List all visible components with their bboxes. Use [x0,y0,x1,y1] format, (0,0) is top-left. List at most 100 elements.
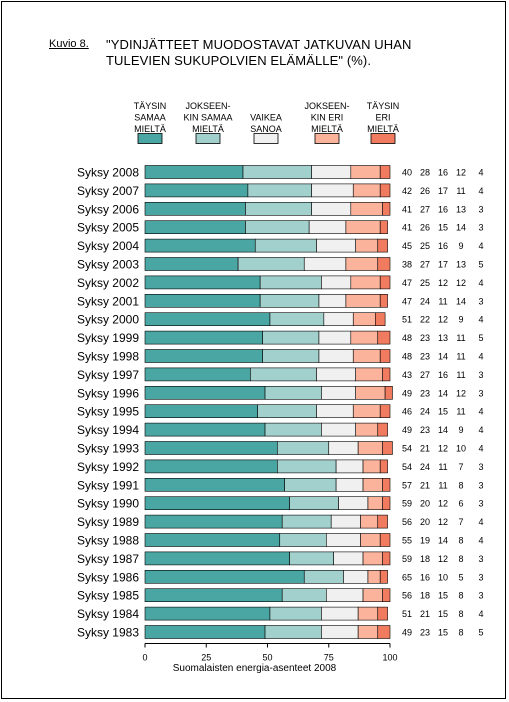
category-label: Syksy 1998 [77,350,139,364]
bar-segment [367,569,381,584]
category-label: Syksy 1996 [77,386,139,400]
bar-segment [318,349,354,363]
legend-label-line: MIELTÄ [192,124,224,134]
value-label: 3 [478,480,483,490]
bar-segment [345,257,379,271]
bar-segment [144,606,271,621]
value-label: 45 [402,241,412,251]
value-label: 16 [438,241,448,251]
value-label: 8 [458,554,463,564]
value-label: 12 [438,315,448,325]
source-note: Suomalaisten energia-asenteet 2008 [172,663,337,674]
bar-segment [311,183,354,198]
value-label: 10 [438,572,448,582]
value-label: 4 [478,168,483,178]
value-label: 18 [420,591,430,601]
value-label: 54 [402,444,412,454]
bar-segment [144,514,283,529]
value-label: 11 [456,352,465,362]
category-label: Syksy 1985 [77,589,139,603]
x-tick-label: 50 [262,653,272,663]
value-label: 11 [456,333,465,343]
bar-segment [321,606,359,621]
value-label: 15 [438,591,448,601]
legend-swatch [314,133,340,144]
value-label: 4 [478,407,483,417]
bar-segment [144,349,263,363]
bar-segment [335,477,364,492]
bar-row: Syksy 1990 59 20 12 6 3 [77,496,484,511]
value-label: 11 [456,407,465,417]
x-tick-label: 0 [142,653,147,663]
bar-segment [316,238,357,253]
bar-segment [321,275,352,290]
bar-row: Syksy 1993 54 21 12 10 4 [77,441,484,456]
value-label: 12 [438,554,448,564]
value-label: 5 [458,572,463,582]
value-label: 12 [438,444,448,454]
bar-segment [379,293,388,308]
value-label: 8 [458,480,463,490]
value-label: 13 [456,260,466,270]
value-label: 8 [458,609,463,619]
value-label: 22 [420,315,430,325]
value-label: 11 [456,370,465,380]
bar-segment [269,312,325,327]
bar-segment [281,588,327,603]
bar-segment [357,606,379,621]
category-label: Syksy 1987 [77,552,139,566]
bar-segment [379,404,391,419]
legend-label-line: SANOA [250,124,282,134]
bar-row: Syksy 2004 45 25 16 9 4 [77,238,484,253]
value-label: 4 [478,241,483,251]
value-label: 41 [402,223,412,233]
bar-segment [144,330,263,345]
value-label: 16 [438,204,448,214]
bar-segment [330,514,361,529]
bar-segment [350,165,381,179]
value-label: 40 [402,168,412,178]
category-label: Syksy 1991 [77,478,139,492]
bar-row: Syksy 2007 42 26 17 11 4 [77,183,484,198]
bar-row: Syksy 1996 49 23 14 12 3 [77,385,484,400]
category-label: Syksy 1999 [77,331,139,345]
bar-segment [245,202,312,216]
value-label: 27 [420,370,430,380]
bar-segment [328,441,359,455]
category-label: Syksy 2006 [77,202,139,216]
category-label: Syksy 2000 [77,313,139,327]
value-label: 12 [456,278,466,288]
value-label: 12 [456,168,466,178]
bar-row: Syksy 1991 57 21 11 8 3 [77,477,484,492]
bar-segment [144,588,283,603]
value-label: 12 [438,278,448,288]
bar-segment [377,330,391,345]
bar-segment [379,165,391,179]
value-label: 9 [458,241,463,251]
value-label: 23 [420,352,430,362]
value-label: 3 [478,204,483,214]
value-label: 57 [402,480,412,490]
value-label: 3 [478,296,483,306]
legend-label-line: JOKSEEN- [185,101,230,111]
value-label: 49 [402,388,412,398]
value-label: 4 [478,444,483,454]
legend-swatch [370,133,396,144]
bar-segment [316,404,354,419]
bar-segment [144,404,258,419]
value-label: 14 [438,425,448,435]
bar-segment [323,312,354,327]
value-label: 46 [402,407,412,417]
category-label: Syksy 2007 [77,184,139,198]
bar-segment [144,459,278,474]
legend-swatch [253,133,279,144]
value-label: 13 [456,204,466,214]
bar-segment [355,238,379,253]
bar-segment [379,349,391,363]
bar-segment [338,496,369,511]
value-label: 3 [478,554,483,564]
category-label: Syksy 1994 [77,423,139,437]
bar-segment [311,202,352,216]
